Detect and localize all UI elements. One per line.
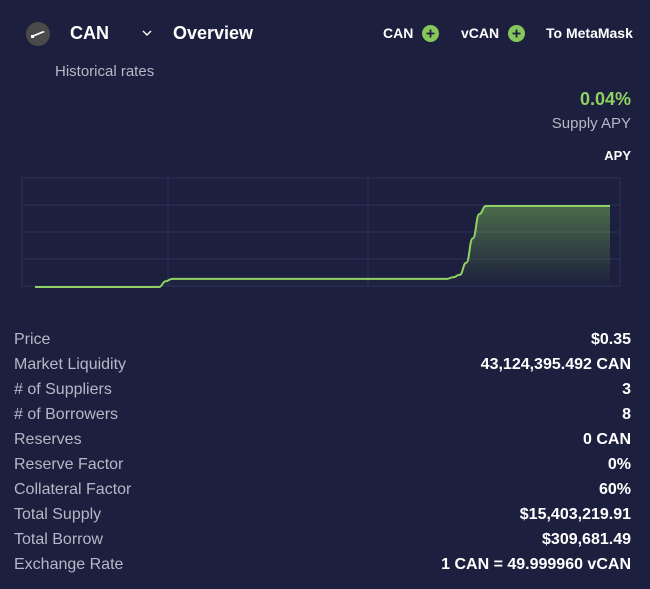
chevron-down-icon[interactable] (140, 26, 154, 40)
to-metamask-label: To MetaMask (546, 25, 633, 41)
page-title: Overview (173, 23, 254, 43)
header: CAN Overview CAN vCAN To MetaMask (0, 0, 650, 64)
stat-label: Exchange Rate (14, 555, 124, 573)
stat-value: $309,681.49 (542, 530, 631, 548)
supply-apy-caption: Supply APY (551, 115, 631, 132)
stat-label: Total Supply (14, 505, 102, 523)
stat-row: # of Suppliers 3 (14, 377, 631, 402)
stat-label: Price (14, 330, 51, 348)
stat-row: Total Supply $15,403,219.91 (14, 502, 631, 527)
stat-value: 1 CAN = 49.999960 vCAN (441, 555, 631, 573)
can-token-icon (26, 22, 50, 46)
apy-area (35, 206, 610, 287)
stat-row: Reserve Factor 0% (14, 452, 631, 477)
stat-label: # of Borrowers (14, 405, 119, 423)
token-selector-label[interactable]: CAN (70, 23, 109, 43)
stat-row: Price $0.35 (14, 327, 631, 352)
stat-value: 43,124,395.492 CAN (480, 355, 631, 373)
stat-row: Collateral Factor 60% (14, 477, 631, 502)
historical-rates-chart[interactable] (0, 160, 650, 310)
stat-label: Collateral Factor (14, 480, 132, 498)
stat-value: 8 (622, 405, 631, 423)
historical-rates-label: Historical rates (55, 63, 155, 80)
stat-row: Exchange Rate 1 CAN = 49.999960 vCAN (14, 552, 631, 577)
stat-label: Reserves (14, 430, 82, 448)
apy-chart-svg (21, 177, 621, 288)
add-vcan-label: vCAN (461, 25, 500, 41)
stat-label: Market Liquidity (14, 355, 127, 373)
plus-icon (508, 24, 526, 42)
stat-value: $15,403,219.91 (519, 505, 631, 523)
stat-value: 0% (607, 455, 631, 473)
stat-row: Reserves 0 CAN (14, 427, 631, 452)
stat-label: Total Borrow (14, 530, 103, 548)
stat-row: # of Borrowers 8 (14, 402, 631, 427)
stat-value: 60% (598, 480, 631, 498)
add-vcan-button[interactable]: vCAN (461, 24, 526, 42)
apy-line (35, 205, 610, 288)
chart-legend-apy: APY (604, 148, 631, 163)
stat-value: $0.35 (590, 330, 631, 348)
add-can-label: CAN (383, 25, 414, 41)
stat-label: Reserve Factor (14, 455, 124, 473)
stat-label: # of Suppliers (14, 380, 112, 398)
supply-apy-value: 0.04% (579, 89, 631, 109)
stat-value: 0 CAN (582, 430, 631, 448)
market-stats-table: Price $0.35 Market Liquidity 43,124,395.492… (14, 327, 631, 577)
to-metamask-button[interactable]: To MetaMask (546, 24, 633, 42)
add-can-button[interactable]: CAN (383, 24, 440, 42)
stat-row: Market Liquidity 43,124,395.492 CAN (14, 352, 631, 377)
plus-icon (422, 24, 440, 42)
stat-value: 3 (622, 380, 631, 398)
stat-row: Total Borrow $309,681.49 (14, 527, 631, 552)
